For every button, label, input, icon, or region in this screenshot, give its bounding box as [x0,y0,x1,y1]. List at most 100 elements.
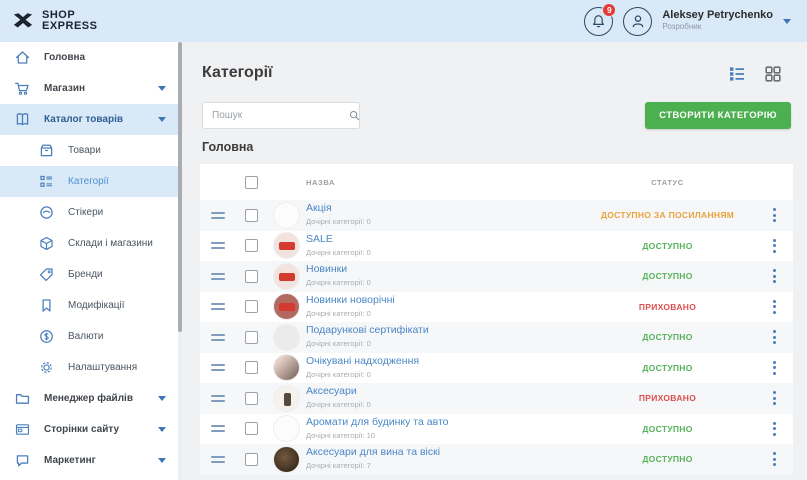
category-name[interactable]: Очікувані надходження [306,354,420,367]
sidebar-item-tag[interactable]: Бренди [0,259,178,290]
scrollbar-thumb[interactable] [178,42,182,332]
status-label: ДОСТУПНО [642,362,693,373]
sidebar-item-gear[interactable]: Налаштування [0,352,178,383]
list-view-icon[interactable] [727,64,747,84]
view-toggles [727,64,783,84]
sidebar-item-chat[interactable]: Маркетинг [0,445,178,476]
sidebar-item-catalog[interactable]: Каталог товарів [0,104,178,135]
topbar-right: 9 Aleksey Petrychenko Розробник [584,2,791,36]
drag-handle-icon[interactable] [211,364,225,372]
kebab-menu-icon[interactable] [770,327,779,347]
kebab-menu-icon[interactable] [770,236,779,256]
section-title: Головна [202,140,254,154]
drag-handle-icon[interactable] [211,303,225,311]
sidebar-item-cart[interactable]: Магазин [0,73,178,104]
sidebar-scrollbar[interactable] [178,42,182,480]
drag-handle-icon[interactable] [211,242,225,250]
kebab-menu-icon[interactable] [770,358,779,378]
row-checkbox[interactable] [244,269,258,283]
grid-view-icon[interactable] [763,64,783,84]
row-checkbox[interactable] [244,361,258,375]
user-name: Aleksey Petrychenko [662,9,773,21]
status-label: ДОСТУПНО [642,454,693,465]
sidebar-item-label: Маркетинг [44,455,96,466]
row-checkbox[interactable] [244,391,258,405]
sidebar-item-dollar[interactable]: Валюти [0,321,178,352]
category-children: Дочірні категорії: 0 [306,217,371,227]
kebab-menu-icon[interactable] [770,205,779,225]
sidebar-item-home[interactable]: Головна [0,42,178,73]
category-name[interactable]: SALE [306,232,333,245]
shop-express-logo-icon [13,13,33,28]
row-checkbox[interactable] [244,208,258,222]
category-name[interactable]: Подарункові сертифікати [306,324,429,337]
bookmark-icon [42,299,51,312]
notification-badge: 9 [602,2,617,17]
sidebar-item-bookmark[interactable]: Модифікації [0,290,178,321]
logo-line1: SHOP [42,9,76,21]
search-icon[interactable] [348,109,361,122]
category-name[interactable]: Аксесуари [306,385,357,398]
sidebar-item-label: Категорії [68,176,109,187]
sidebar-item-box[interactable]: Товари [0,135,178,166]
chevron-down-icon [158,117,166,122]
drag-handle-icon[interactable] [211,211,225,219]
logo[interactable]: SHOP EXPRESS [10,8,97,34]
drag-handle-icon[interactable] [211,272,225,280]
package-icon [40,236,53,251]
category-image [272,445,300,473]
row-checkbox[interactable] [244,239,258,253]
catalog-icon [16,113,29,126]
chat-icon [16,455,29,467]
sidebar-item-sticker[interactable]: Стікери [0,197,178,228]
drag-handle-icon[interactable] [211,333,225,341]
notifications-button[interactable]: 9 [584,2,617,36]
sidebar-item-label: Склади і магазини [68,238,153,249]
toolbar: СТВОРИТИ КАТЕГОРІЮ [202,102,791,129]
category-name[interactable]: Новинки [306,263,348,276]
list-icon [40,175,53,187]
column-header-status: СТАТУС [651,178,684,187]
row-checkbox[interactable] [244,330,258,344]
row-checkbox[interactable] [244,422,258,436]
drag-handle-icon[interactable] [211,394,225,402]
status-label: ДОСТУПНО [642,271,693,282]
chevron-down-icon [158,427,166,432]
table-row: Подарункові сертифікати Дочірні категорі… [200,322,793,353]
profile-button[interactable] [623,6,653,36]
select-all-checkbox[interactable] [244,175,258,189]
create-category-button[interactable]: СТВОРИТИ КАТЕГОРІЮ [645,102,791,129]
category-image [272,262,300,290]
category-name[interactable]: Аксесуари для вина та віскі [306,446,441,459]
kebab-menu-icon[interactable] [770,419,779,439]
search-input[interactable] [203,110,348,121]
sidebar-item-label: Налаштування [68,362,138,373]
sidebar-item-window[interactable]: Сторінки сайту [0,414,178,445]
folder-icon [15,394,30,404]
row-checkbox[interactable] [244,452,258,466]
sidebar-item-label: Валюти [68,331,104,342]
category-name[interactable]: Акція [306,202,332,215]
chevron-down-icon [158,396,166,401]
window-icon [15,424,30,435]
sidebar-item-list[interactable]: Категорії [0,166,178,197]
sidebar-item-package[interactable]: Склади і магазини [0,228,178,259]
status-label: ДОСТУПНО ЗА ПОСИЛАННЯМ [600,210,735,221]
table-row: Аксесуари для вина та віскі Дочірні кате… [200,444,793,475]
kebab-menu-icon[interactable] [770,388,779,408]
category-children: Дочірні категорії: 10 [306,430,375,440]
category-name[interactable]: Аромати для будинку та авто [306,415,449,428]
tag-icon [39,268,53,282]
drag-handle-icon[interactable] [211,425,225,433]
kebab-menu-icon[interactable] [770,266,779,286]
user-menu-chevron-down-icon[interactable] [783,18,791,24]
row-checkbox[interactable] [244,300,258,314]
kebab-menu-icon[interactable] [770,449,779,469]
sidebar-item-folder[interactable]: Менеджер файлів [0,383,178,414]
drag-handle-icon[interactable] [211,455,225,463]
category-name[interactable]: Новинки новорічні [306,293,395,306]
table-row: Новинки Дочірні категорії: 0 ДОСТУПНО [200,261,793,292]
table-body: Акція Дочірні категорії: 0 ДОСТУПНО ЗА П… [200,200,793,475]
table-row: Акція Дочірні категорії: 0 ДОСТУПНО ЗА П… [200,200,793,231]
kebab-menu-icon[interactable] [770,297,779,317]
